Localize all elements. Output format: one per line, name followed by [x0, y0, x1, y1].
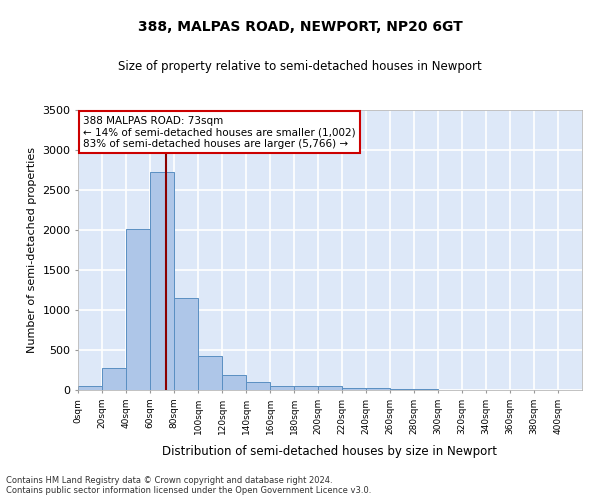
Bar: [223, 375, 246, 390]
Bar: [415, 389, 438, 390]
Bar: [319, 386, 342, 390]
Y-axis label: Number of semi-detached properties: Number of semi-detached properties: [26, 147, 37, 353]
Bar: [175, 298, 198, 390]
Bar: [247, 382, 270, 390]
X-axis label: Distribution of semi-detached houses by size in Newport: Distribution of semi-detached houses by …: [163, 445, 497, 458]
Bar: [127, 229, 150, 390]
Bar: [151, 172, 174, 390]
Bar: [271, 386, 294, 390]
Bar: [78, 386, 102, 390]
Bar: [295, 386, 318, 390]
Text: Size of property relative to semi-detached houses in Newport: Size of property relative to semi-detach…: [118, 60, 482, 73]
Bar: [391, 389, 414, 390]
Text: Contains HM Land Registry data © Crown copyright and database right 2024.: Contains HM Land Registry data © Crown c…: [6, 476, 332, 485]
Text: 388 MALPAS ROAD: 73sqm
← 14% of semi-detached houses are smaller (1,002)
83% of : 388 MALPAS ROAD: 73sqm ← 14% of semi-det…: [83, 116, 356, 149]
Text: 388, MALPAS ROAD, NEWPORT, NP20 6GT: 388, MALPAS ROAD, NEWPORT, NP20 6GT: [137, 20, 463, 34]
Bar: [342, 388, 366, 390]
Text: Contains public sector information licensed under the Open Government Licence v3: Contains public sector information licen…: [6, 486, 371, 495]
Bar: [103, 368, 126, 390]
Bar: [367, 388, 390, 390]
Bar: [198, 356, 222, 390]
